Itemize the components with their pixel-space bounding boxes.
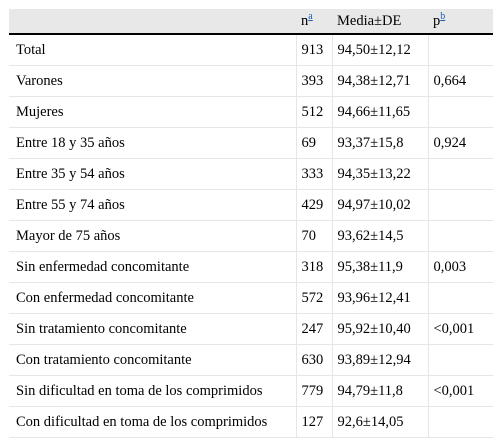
table-header-row: na Media±DE pb bbox=[9, 9, 493, 35]
row-label: Total bbox=[9, 34, 297, 66]
row-p bbox=[428, 344, 493, 376]
row-p: 0,924 bbox=[428, 127, 493, 159]
row-label: Sin dificultad en toma de los comprimido… bbox=[9, 375, 297, 407]
row-p bbox=[428, 96, 493, 128]
row-media: 94,50±12,12 bbox=[332, 34, 429, 66]
table-row: Sin tratamiento concomitante 247 95,92±10,… bbox=[9, 313, 493, 345]
row-n: 779 bbox=[296, 375, 333, 407]
row-n: 630 bbox=[296, 344, 333, 376]
header-n: na bbox=[296, 9, 332, 35]
row-n: 318 bbox=[296, 251, 333, 283]
row-n: 247 bbox=[296, 313, 333, 345]
footnote-a: a bbox=[308, 11, 312, 22]
footnote-a-link[interactable]: a bbox=[308, 10, 313, 22]
row-media: 92,6±14,05 bbox=[332, 406, 429, 438]
row-n: 512 bbox=[296, 96, 333, 128]
table-row: Mayor de 75 años 70 93,62±14,5 bbox=[9, 220, 493, 252]
row-media: 95,92±10,40 bbox=[332, 313, 429, 345]
row-p bbox=[428, 158, 493, 190]
table-row: Mujeres 512 94,66±11,65 bbox=[9, 96, 493, 128]
table-row: Entre 55 y 74 años 429 94,97±10,02 bbox=[9, 189, 493, 221]
header-label bbox=[9, 9, 296, 35]
row-p bbox=[428, 282, 493, 314]
footnote-b-link[interactable]: b bbox=[440, 10, 446, 22]
row-label: Sin enfermedad concomitante bbox=[9, 251, 297, 283]
row-label: Entre 18 y 35 años bbox=[9, 127, 297, 159]
row-n: 393 bbox=[296, 65, 333, 97]
row-label: Mujeres bbox=[9, 96, 297, 128]
table-row: Sin dificultad en toma de los comprimido… bbox=[9, 375, 493, 407]
table-row: Con dificultad en toma de los comprimido… bbox=[9, 406, 493, 438]
table-row: Con tratamiento concomitante 630 93,89±12,… bbox=[9, 344, 493, 376]
header-media: Media±DE bbox=[332, 9, 428, 35]
row-n: 127 bbox=[296, 406, 333, 438]
row-p bbox=[428, 34, 493, 66]
row-label: Con dificultad en toma de los comprimido… bbox=[9, 406, 297, 438]
row-n: 70 bbox=[296, 220, 333, 252]
row-n: 913 bbox=[296, 34, 333, 66]
row-media: 93,96±12,41 bbox=[332, 282, 429, 314]
row-p bbox=[428, 189, 493, 221]
row-label: Entre 35 y 54 años bbox=[9, 158, 297, 190]
row-media: 95,38±11,9 bbox=[332, 251, 429, 283]
row-n: 572 bbox=[296, 282, 333, 314]
row-label: Con enfermedad concomitante bbox=[9, 282, 297, 314]
row-n: 69 bbox=[296, 127, 333, 159]
footnote-b: b bbox=[440, 11, 445, 22]
table-row: Entre 35 y 54 años 333 94,35±13,22 bbox=[9, 158, 493, 190]
header-p-text: p bbox=[433, 12, 441, 29]
results-table: na Media±DE pb Total 913 94,50±12,12 Varone… bbox=[9, 9, 493, 438]
row-media: 94,66±11,65 bbox=[332, 96, 429, 128]
row-p: 0,003 bbox=[428, 251, 493, 283]
header-p: pb bbox=[428, 9, 493, 35]
row-media: 93,62±14,5 bbox=[332, 220, 429, 252]
row-n: 333 bbox=[296, 158, 333, 190]
row-n: 429 bbox=[296, 189, 333, 221]
header-n-text: n bbox=[301, 12, 309, 29]
row-p bbox=[428, 406, 493, 438]
row-p: 0,664 bbox=[428, 65, 493, 97]
row-media: 94,97±10,02 bbox=[332, 189, 429, 221]
row-label: Varones bbox=[9, 65, 297, 97]
row-p bbox=[428, 220, 493, 252]
row-p: <0,001 bbox=[428, 313, 493, 345]
row-media: 94,38±12,71 bbox=[332, 65, 429, 97]
row-label: Con tratamiento concomitante bbox=[9, 344, 297, 376]
row-media: 94,79±11,8 bbox=[332, 375, 429, 407]
table-row: Sin enfermedad concomitante 318 95,38±11,9… bbox=[9, 251, 493, 283]
table-row: Varones 393 94,38±12,71 0,664 bbox=[9, 65, 493, 97]
row-label: Sin tratamiento concomitante bbox=[9, 313, 297, 345]
row-label: Entre 55 y 74 años bbox=[9, 189, 297, 221]
row-label: Mayor de 75 años bbox=[9, 220, 297, 252]
row-p: <0,001 bbox=[428, 375, 493, 407]
table-row: Con enfermedad concomitante 572 93,96±12,4… bbox=[9, 282, 493, 314]
row-media: 93,37±15,8 bbox=[332, 127, 429, 159]
table-row: Entre 18 y 35 años 69 93,37±15,8 0,924 bbox=[9, 127, 493, 159]
table-body: Total 913 94,50±12,12 Varones 393 94,38±12,71… bbox=[9, 34, 493, 438]
row-media: 93,89±12,94 bbox=[332, 344, 429, 376]
row-media: 94,35±13,22 bbox=[332, 158, 429, 190]
results-table-container: na Media±DE pb Total 913 94,50±12,12 Varone… bbox=[9, 9, 493, 438]
table-row: Total 913 94,50±12,12 bbox=[9, 34, 493, 66]
